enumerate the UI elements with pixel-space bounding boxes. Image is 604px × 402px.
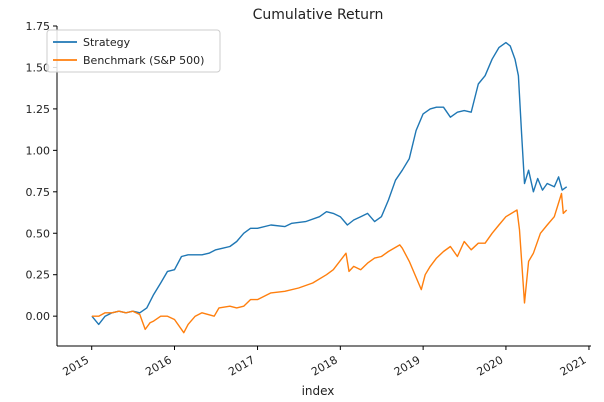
y-tick-label: 1.25: [26, 103, 51, 116]
axes: 0.00 0.25 0.50 0.75 1.00 1.25 1.50 1.75 2015 2016…: [26, 20, 591, 379]
x-tick-label: 2018: [309, 353, 340, 378]
y-tick-label: 0.00: [26, 310, 51, 323]
y-tick-label: 0.75: [26, 186, 51, 199]
legend-label: Strategy: [83, 36, 131, 49]
x-tick-label: 2021: [558, 353, 589, 378]
x-tick-label: 2019: [392, 353, 423, 378]
series-line-benchmark: [91, 192, 568, 334]
x-tick-label: 2020: [475, 353, 506, 378]
y-tick-label: 0.25: [26, 269, 51, 282]
series-lines: [91, 41, 568, 334]
legend-box: [46, 29, 221, 73]
legend-label: Benchmark (S&P 500): [83, 54, 204, 67]
y-tick-label: 1.00: [26, 144, 51, 157]
x-tick-label: 2017: [226, 353, 257, 378]
x-tick-label: 2016: [143, 353, 174, 378]
chart-title: Cumulative Return: [253, 7, 384, 23]
y-tick-label: 1.75: [26, 20, 51, 33]
legend: Strategy Benchmark (S&P 500): [46, 29, 221, 73]
series-line-strategy: [91, 41, 568, 326]
y-tick-label: 1.50: [26, 61, 51, 74]
x-axis-title: index: [302, 384, 335, 398]
y-tick-label: 0.50: [26, 227, 51, 240]
x-tick-label: 2015: [60, 353, 91, 378]
